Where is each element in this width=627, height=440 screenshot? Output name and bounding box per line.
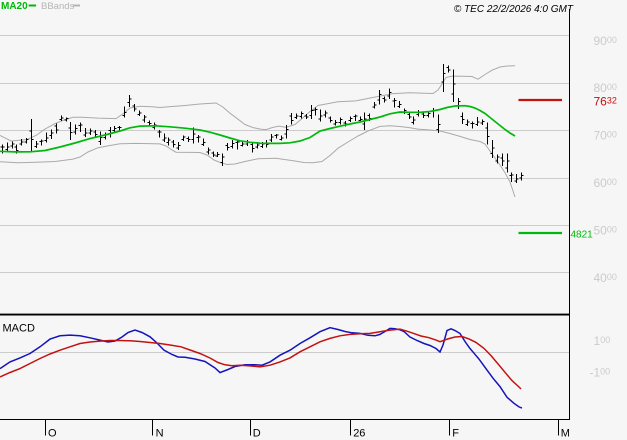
svg-text:MA20: MA20 [1, 1, 28, 12]
svg-text:O: O [48, 428, 57, 440]
svg-text:100: 100 [594, 334, 611, 348]
svg-text:MACD: MACD [3, 323, 35, 335]
svg-text:8000: 8000 [594, 81, 617, 95]
svg-text:© TEC 22/2/2026 4:0 GMT: © TEC 22/2/2026 4:0 GMT [454, 4, 574, 15]
svg-text:4821: 4821 [571, 229, 594, 240]
svg-text:BBands: BBands [41, 1, 75, 12]
svg-text:7632: 7632 [594, 94, 617, 108]
svg-text:26: 26 [353, 428, 365, 440]
svg-text:6000: 6000 [594, 176, 617, 190]
svg-text:7000: 7000 [594, 129, 617, 143]
svg-text:F: F [452, 428, 459, 440]
svg-text:N: N [156, 428, 164, 440]
svg-text:M: M [561, 428, 570, 440]
svg-text:5000: 5000 [594, 223, 617, 237]
svg-text:D: D [253, 428, 261, 440]
svg-text:4000: 4000 [594, 271, 617, 285]
svg-text:-100: -100 [590, 366, 611, 380]
svg-text:9000: 9000 [594, 34, 617, 48]
